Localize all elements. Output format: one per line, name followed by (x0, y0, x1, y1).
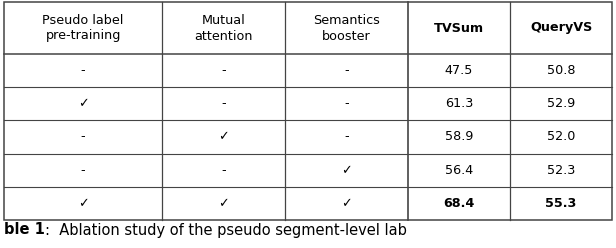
Text: -: - (344, 64, 349, 77)
Text: 68.4: 68.4 (444, 197, 475, 210)
Text: 55.3: 55.3 (545, 197, 577, 210)
Text: Mutual
attention: Mutual attention (195, 13, 253, 42)
Text: :  Ablation study of the pseudo segment-level lab: : Ablation study of the pseudo segment-l… (45, 222, 407, 238)
Text: TVSum: TVSum (434, 22, 484, 34)
Text: ✓: ✓ (218, 197, 229, 210)
Text: -: - (81, 130, 86, 144)
Text: 52.0: 52.0 (547, 130, 575, 144)
Text: -: - (344, 97, 349, 110)
Text: -: - (344, 130, 349, 144)
Text: ✓: ✓ (341, 197, 352, 210)
Text: ✓: ✓ (341, 164, 352, 177)
Text: ✓: ✓ (78, 97, 88, 110)
Text: 47.5: 47.5 (445, 64, 473, 77)
Text: Semantics
booster: Semantics booster (313, 13, 380, 42)
Bar (4, 2, 612, 220)
Text: 58.9: 58.9 (445, 130, 473, 144)
Text: -: - (81, 64, 86, 77)
Text: 50.8: 50.8 (547, 64, 575, 77)
Text: QueryVS: QueryVS (530, 22, 592, 34)
Text: 52.3: 52.3 (547, 164, 575, 177)
Text: 52.9: 52.9 (547, 97, 575, 110)
Text: ble 1: ble 1 (4, 222, 45, 238)
Text: ✓: ✓ (78, 197, 88, 210)
Text: -: - (221, 164, 226, 177)
Text: -: - (81, 164, 86, 177)
Text: Pseudo label
pre-training: Pseudo label pre-training (43, 13, 124, 42)
Text: 56.4: 56.4 (445, 164, 473, 177)
Text: -: - (221, 97, 226, 110)
Text: -: - (221, 64, 226, 77)
Text: ✓: ✓ (218, 130, 229, 144)
Text: 61.3: 61.3 (445, 97, 473, 110)
